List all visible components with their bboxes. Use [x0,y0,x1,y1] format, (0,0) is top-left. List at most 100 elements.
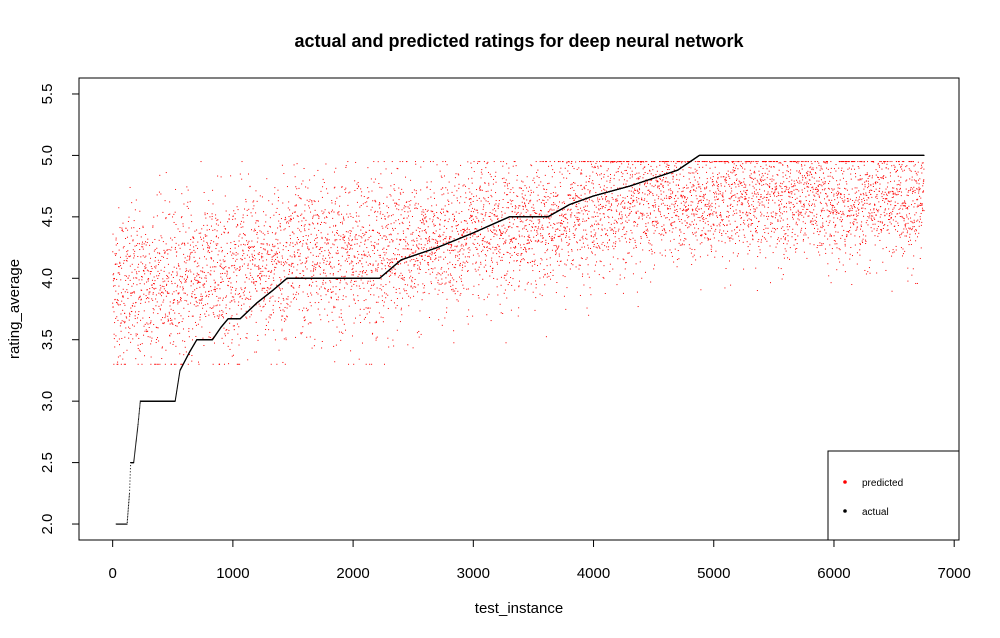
predicted-point [603,161,605,163]
predicted-point [593,229,595,231]
predicted-point [256,232,258,234]
predicted-point [269,297,271,299]
predicted-point [412,252,414,254]
predicted-point [294,244,296,246]
predicted-point [135,199,137,201]
predicted-point [278,213,280,215]
predicted-point [203,237,205,239]
predicted-point [373,230,375,232]
predicted-point [597,199,599,201]
predicted-point [522,221,524,223]
predicted-point [581,258,583,260]
predicted-point [128,319,130,321]
predicted-point [517,195,519,197]
predicted-point [307,247,309,249]
predicted-point [387,294,389,296]
predicted-point [174,318,176,320]
predicted-point [588,276,590,278]
predicted-point [216,230,218,232]
predicted-point [164,313,166,315]
predicted-point [704,232,706,234]
predicted-point [203,286,205,288]
predicted-point [552,240,554,242]
predicted-point [170,237,172,239]
predicted-point [356,187,358,189]
predicted-point [430,257,432,259]
predicted-point [532,179,534,181]
predicted-point [540,241,542,243]
predicted-point [629,167,631,169]
predicted-point [163,299,165,301]
predicted-point [286,221,288,223]
predicted-point [361,275,363,277]
predicted-point [138,337,140,339]
predicted-point [544,273,546,275]
predicted-point [257,275,259,277]
predicted-point [287,298,289,300]
predicted-point [307,187,309,189]
predicted-point [296,241,298,243]
predicted-point [531,217,533,219]
predicted-point [240,287,242,289]
predicted-point [528,242,530,244]
predicted-point [486,241,488,243]
predicted-point [654,161,656,163]
predicted-point [448,203,450,205]
predicted-point [413,240,415,242]
predicted-point [470,198,472,200]
predicted-point [496,278,498,280]
predicted-point [231,265,233,267]
predicted-point [311,203,313,205]
predicted-point [641,277,643,279]
predicted-point [423,161,425,163]
predicted-point [363,226,365,228]
predicted-point [641,214,643,216]
predicted-point [633,161,635,163]
predicted-point [472,254,474,256]
predicted-point [557,235,559,237]
predicted-point [320,286,322,288]
predicted-point [136,273,138,275]
predicted-point [148,297,150,299]
predicted-point [267,251,269,253]
predicted-point [653,268,655,270]
predicted-point [339,278,341,280]
predicted-point [151,287,153,289]
predicted-point [397,254,399,256]
predicted-point [448,218,450,220]
predicted-point [670,161,672,163]
predicted-point [214,281,216,283]
predicted-point [158,252,160,254]
predicted-point [371,206,373,208]
predicted-point [324,288,326,290]
predicted-point [698,161,700,163]
predicted-point [391,269,393,271]
predicted-point [542,237,544,239]
predicted-point [233,296,235,298]
predicted-point [563,227,565,229]
predicted-point [172,302,174,304]
predicted-point [564,214,566,216]
predicted-point [140,256,142,258]
predicted-point [179,286,181,288]
predicted-point [543,188,545,190]
predicted-point [246,214,248,216]
predicted-point [225,307,227,309]
predicted-point [632,191,634,193]
predicted-point [546,273,548,275]
predicted-point [266,264,268,266]
predicted-point [611,161,613,163]
predicted-point [711,246,713,248]
predicted-point [317,215,319,217]
predicted-point [382,263,384,265]
predicted-point [336,233,338,235]
predicted-point [633,183,635,185]
predicted-point [367,187,369,189]
predicted-point [710,248,712,250]
predicted-point [193,261,195,263]
predicted-point [633,200,635,202]
predicted-point [297,227,299,229]
predicted-point [519,236,521,238]
predicted-point [266,259,268,261]
predicted-point [326,260,328,262]
